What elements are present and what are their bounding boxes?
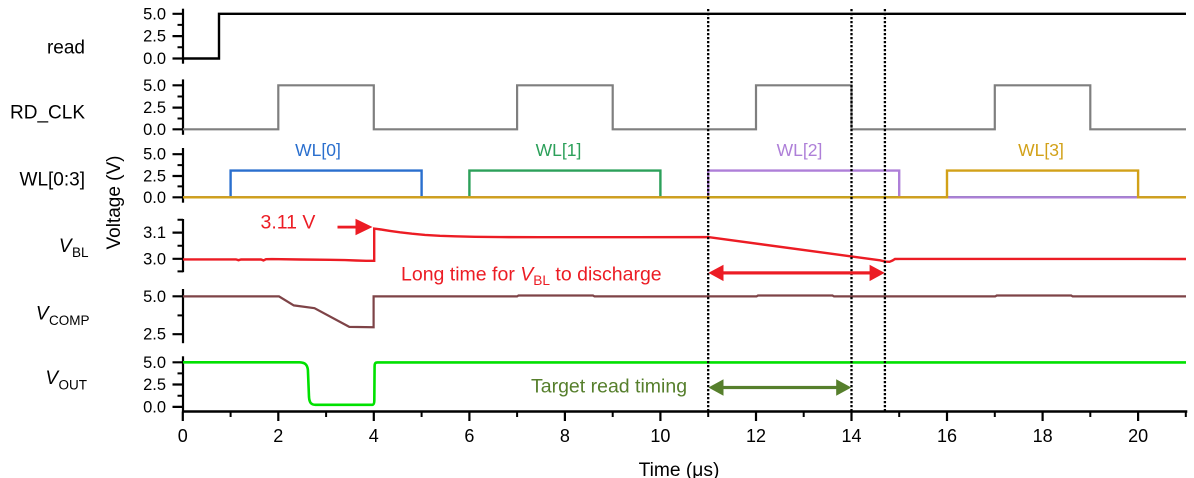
svg-text:5.0: 5.0 [143,288,166,306]
svg-text:2: 2 [273,426,283,446]
svg-text:5.0: 5.0 [143,5,166,23]
svg-text:WL[2]: WL[2] [777,140,823,160]
svg-text:5.0: 5.0 [143,146,166,164]
svg-text:WL[1]: WL[1] [536,140,582,160]
svg-text:4: 4 [369,426,379,446]
svg-text:0.0: 0.0 [143,189,166,207]
svg-text:2.5: 2.5 [143,326,166,344]
svg-text:Time (μs): Time (μs) [639,460,720,478]
svg-text:V: V [36,304,51,325]
svg-text:WL[0]: WL[0] [295,140,341,160]
svg-text:0: 0 [178,426,188,446]
svg-text:3.11 V: 3.11 V [261,212,316,234]
svg-text:2.5: 2.5 [143,376,166,394]
svg-text:Long time for VBL to discharge: Long time for VBL to discharge [401,264,662,289]
svg-text:18: 18 [1033,426,1053,446]
svg-text:0.0: 0.0 [143,50,166,68]
svg-text:read: read [47,38,85,59]
svg-text:3.1: 3.1 [143,224,166,242]
svg-text:0.0: 0.0 [143,398,166,416]
svg-text:6: 6 [464,426,474,446]
svg-text:2.5: 2.5 [143,168,166,186]
svg-text:12: 12 [746,426,766,446]
svg-text:14: 14 [841,426,861,446]
svg-text:20: 20 [1128,426,1148,446]
svg-text:RD_CLK: RD_CLK [10,103,85,124]
svg-text:2.5: 2.5 [143,99,166,117]
svg-text:5.0: 5.0 [143,77,166,95]
svg-text:3.0: 3.0 [143,250,166,268]
svg-text:OUT: OUT [59,378,88,393]
svg-text:Target read timing: Target read timing [531,376,687,398]
svg-text:WL[3]: WL[3] [1018,140,1064,160]
svg-text:V: V [59,236,74,257]
svg-text:WL[0:3]: WL[0:3] [20,170,85,191]
svg-text:5.0: 5.0 [143,354,166,372]
svg-text:16: 16 [937,426,957,446]
svg-text:10: 10 [650,426,670,446]
svg-text:0.0: 0.0 [143,121,166,139]
svg-text:COMP: COMP [49,313,90,328]
svg-text:Voltage (V): Voltage (V) [104,156,125,250]
svg-text:8: 8 [560,426,570,446]
svg-text:V: V [45,368,60,389]
svg-text:2.5: 2.5 [143,28,166,46]
svg-text:BL: BL [72,245,89,260]
